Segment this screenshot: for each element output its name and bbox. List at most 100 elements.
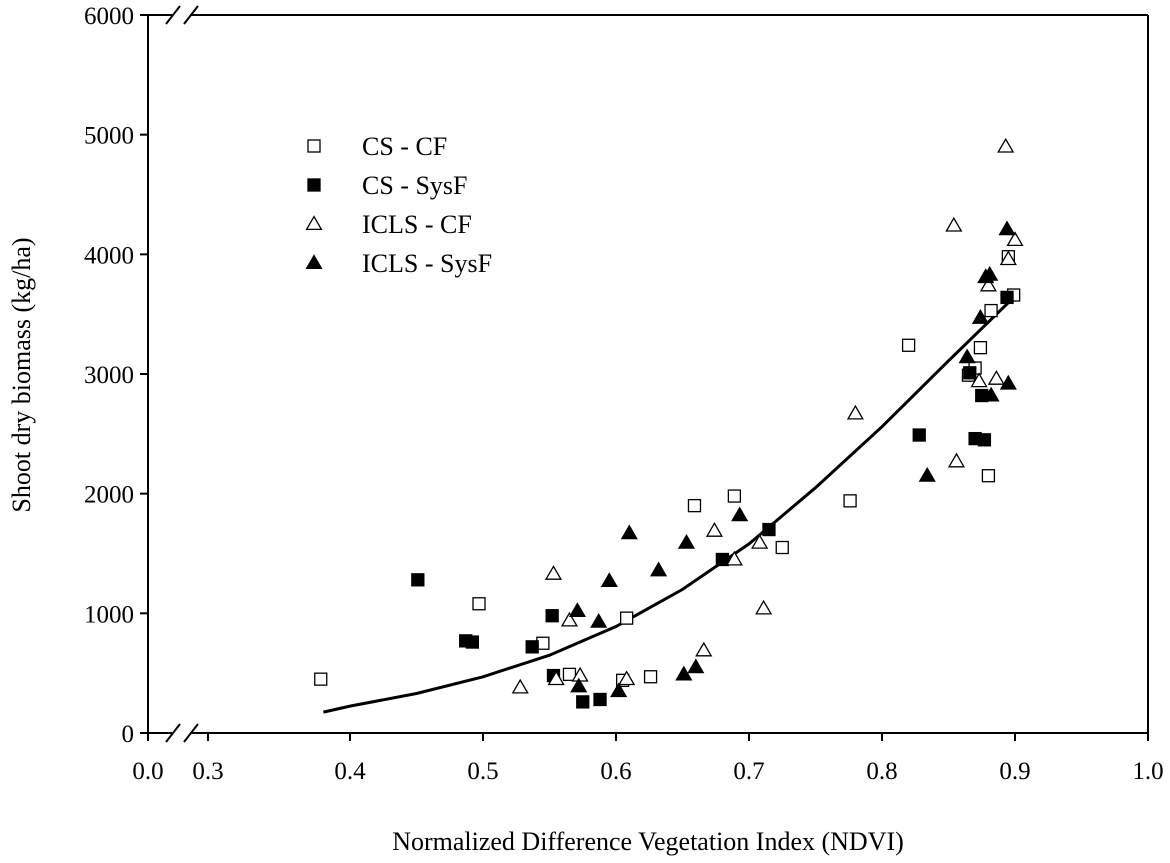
point-cs-cf	[314, 672, 328, 686]
point-icls-cf	[751, 534, 769, 549]
trend-line-group	[323, 295, 1017, 714]
point-icls-sysf	[999, 374, 1017, 390]
y-tick-label: 6000	[84, 3, 134, 30]
x-tick-label: 0.6	[600, 758, 631, 785]
point-cs-cf	[687, 498, 702, 513]
y-tick-label: 2000	[84, 482, 134, 509]
point-icls-cf	[618, 670, 636, 686]
point-cs-cf	[727, 489, 742, 503]
x-tick-label: 0.8	[866, 758, 897, 785]
legend-label: ICLS - SysF	[362, 249, 492, 278]
point-cs-cf	[984, 303, 998, 318]
point-icls-cf	[945, 216, 963, 232]
point-icls-cf	[970, 372, 988, 388]
legend-label: CS - SysF	[362, 171, 468, 200]
axis-break-mark	[165, 723, 181, 743]
x-tick-label: 0.5	[467, 758, 498, 785]
point-icls-sysf	[620, 524, 638, 540]
series-icls-cf	[511, 137, 1024, 694]
legend-label: ICLS - CF	[362, 210, 472, 239]
point-icls-sysf	[677, 534, 696, 549]
y-tick-label: 1000	[84, 601, 134, 628]
point-icls-sysf	[958, 348, 976, 364]
legend-marker	[307, 139, 321, 153]
point-icls-sysf	[731, 506, 749, 522]
point-cs-sysf	[762, 522, 776, 537]
x-tick-label: 0.0	[132, 758, 163, 785]
point-cs-cf	[472, 597, 486, 611]
point-cs-sysf	[715, 552, 730, 567]
point-cs-sysf	[977, 433, 992, 447]
point-cs-cf	[775, 540, 789, 555]
point-icls-sysf	[687, 658, 705, 674]
point-cs-cf	[843, 494, 857, 508]
trend-line	[323, 295, 1017, 714]
point-icls-cf	[846, 404, 864, 420]
data-points	[314, 137, 1024, 709]
x-tick-label: 1.0	[1132, 758, 1163, 785]
point-icls-cf	[987, 370, 1005, 385]
axis-break-mark	[183, 5, 199, 25]
point-icls-cf	[979, 276, 997, 292]
point-icls-sysf	[600, 572, 618, 588]
point-cs-cf	[973, 341, 988, 355]
legend-label: CS - CF	[362, 132, 447, 161]
ticks: 0.0 0.3 0.4 0.5 0.6 0.7 0.8 0.9 1.0 0 1000 2000 3000…	[84, 3, 1164, 785]
legend-marker	[305, 215, 323, 231]
point-icls-cf	[1006, 231, 1024, 247]
point-cs-sysf	[963, 366, 977, 380]
point-cs-sysf	[411, 573, 425, 587]
y-tick-label: 0	[122, 721, 135, 748]
point-icls-cf	[544, 565, 563, 580]
series-cs-cf	[314, 250, 1021, 687]
x-tick-label: 0.4	[334, 758, 366, 785]
point-icls-cf	[560, 611, 579, 627]
y-axis-title: Shoot dry biomass (kg/ha)	[7, 237, 36, 512]
point-icls-cf	[997, 137, 1015, 153]
y-tick-label: 3000	[84, 362, 134, 389]
legend: CS - CF CS - SysF ICLS - CF ICLS - SysF	[305, 132, 492, 278]
x-tick-label: 0.3	[192, 758, 223, 785]
series-cs-sysf	[411, 290, 1014, 709]
point-icls-sysf	[570, 677, 588, 693]
point-icls-sysf	[610, 682, 628, 698]
legend-marker	[305, 254, 323, 270]
point-icls-cf	[755, 599, 773, 615]
x-axis-title: Normalized Difference Vegetation Index (…	[392, 827, 904, 856]
point-icls-sysf	[649, 561, 668, 577]
point-icls-sysf	[971, 309, 990, 324]
point-cs-sysf	[593, 692, 607, 707]
x-tick-label: 0.9	[999, 758, 1030, 785]
point-icls-cf	[705, 522, 724, 537]
point-icls-sysf	[981, 265, 999, 281]
point-icls-cf	[725, 550, 743, 566]
y-tick-label: 5000	[84, 123, 134, 150]
point-cs-sysf	[465, 635, 480, 649]
point-icls-cf	[511, 678, 529, 694]
point-icls-cf	[947, 452, 966, 468]
point-cs-cf	[981, 469, 996, 483]
point-cs-cf	[643, 670, 658, 684]
point-cs-sysf	[1000, 290, 1014, 305]
point-cs-sysf	[912, 428, 926, 442]
axis-break-mark	[165, 5, 181, 25]
point-cs-sysf	[576, 695, 590, 709]
x-tick-label: 0.7	[733, 758, 764, 785]
point-cs-sysf	[525, 640, 539, 654]
y-tick-label: 4000	[84, 242, 134, 269]
point-icls-sysf	[568, 602, 587, 617]
point-icls-cf	[547, 670, 565, 686]
axis-break-mark	[183, 723, 199, 743]
point-icls-sysf	[675, 665, 693, 681]
series-icls-sysf	[568, 220, 1017, 698]
point-icls-sysf	[982, 386, 1000, 402]
point-cs-cf	[619, 611, 634, 625]
point-icls-sysf	[918, 467, 936, 482]
point-cs-cf	[901, 338, 916, 352]
point-icls-cf	[695, 641, 713, 657]
point-cs-cf	[562, 667, 577, 682]
legend-marker	[307, 178, 321, 192]
point-icls-sysf	[998, 220, 1016, 236]
point-icls-sysf	[590, 613, 608, 628]
